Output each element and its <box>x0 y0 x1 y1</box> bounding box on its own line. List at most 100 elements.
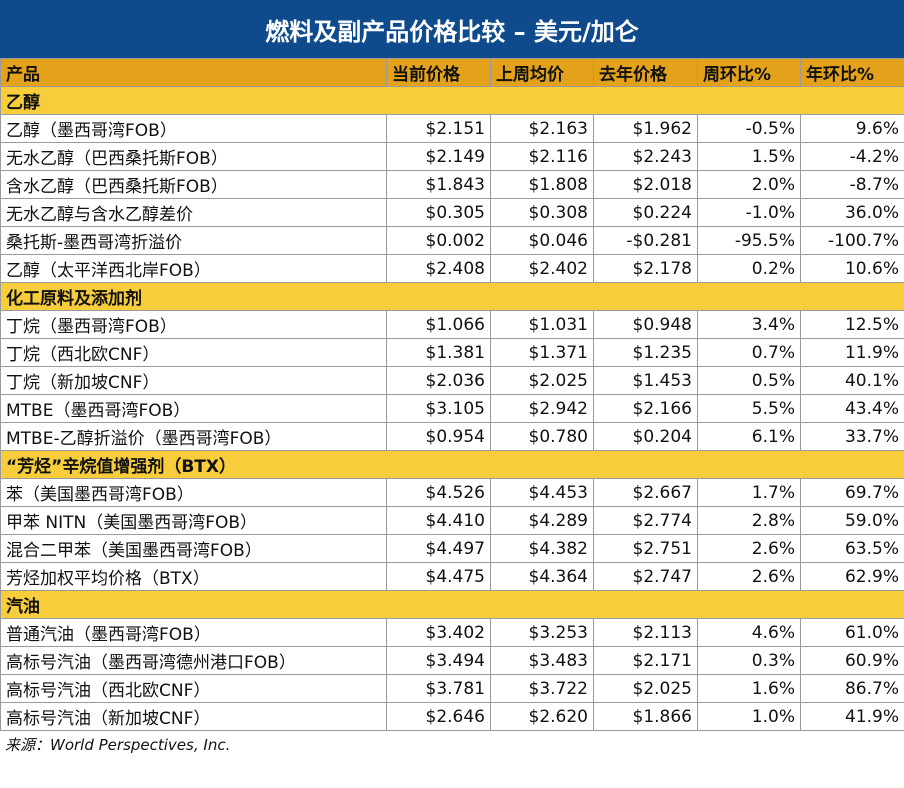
current-price-cell: $1.843 <box>386 170 491 199</box>
year-change-cell: 86.7% <box>800 674 904 703</box>
last-year-price-cell: $1.235 <box>593 338 698 367</box>
product-cell: 高标号汽油（新加坡CNF） <box>0 702 387 731</box>
table-row: 芳烃加权平均价格（BTX） $4.475 $4.364 $2.747 2.6% 62.9% <box>0 562 904 591</box>
year-change-cell: -4.2% <box>800 142 904 171</box>
current-price-cell: $0.002 <box>386 226 491 255</box>
product-cell: 无水乙醇（巴西桑托斯FOB） <box>0 142 387 171</box>
table-row: 丁烷（西北欧CNF） $1.381 $1.371 $1.235 0.7% 11.9% <box>0 338 904 367</box>
current-price-cell: $2.036 <box>386 366 491 395</box>
current-price-cell: $0.305 <box>386 198 491 227</box>
header-row: 产品 当前价格 上周均价 去年价格 周环比% 年环比% <box>0 58 904 87</box>
current-price-cell: $3.494 <box>386 646 491 675</box>
column-header-last-week-avg: 上周均价 <box>490 58 594 87</box>
table-row: 无水乙醇（巴西桑托斯FOB） $2.149 $2.116 $2.243 1.5% -4.2… <box>0 142 904 171</box>
week-change-cell: 1.7% <box>697 478 801 507</box>
year-change-cell: 33.7% <box>800 422 904 451</box>
last-year-price-cell: $1.962 <box>593 114 698 143</box>
week-change-cell: 0.7% <box>697 338 801 367</box>
week-change-cell: 2.6% <box>697 534 801 563</box>
section-title: 乙醇 <box>0 86 904 115</box>
week-change-cell: 1.5% <box>697 142 801 171</box>
week-change-cell: 6.1% <box>697 422 801 451</box>
table-row: 普通汽油（墨西哥湾FOB） $3.402 $3.253 $2.113 4.6% 61.0% <box>0 618 904 647</box>
product-cell: 丁烷（墨西哥湾FOB） <box>0 310 387 339</box>
last-year-price-cell: $2.774 <box>593 506 698 535</box>
product-cell: 桑托斯-墨西哥湾折溢价 <box>0 226 387 255</box>
product-cell: 丁烷（西北欧CNF） <box>0 338 387 367</box>
table-row: 甲苯 NITN（美国墨西哥湾FOB） $4.410 $4.289 $2.774 2.8%… <box>0 506 904 535</box>
last-year-price-cell: $0.224 <box>593 198 698 227</box>
year-change-cell: 36.0% <box>800 198 904 227</box>
week-change-cell: 3.4% <box>697 310 801 339</box>
table-row: MTBE-乙醇折溢价（墨西哥湾FOB） $0.954 $0.780 $0.204 6.1… <box>0 422 904 451</box>
section-header-row: 化工原料及添加剂 <box>0 282 904 311</box>
last-year-price-cell: $2.243 <box>593 142 698 171</box>
product-cell: MTBE（墨西哥湾FOB） <box>0 394 387 423</box>
table-row: 含水乙醇（巴西桑托斯FOB） $1.843 $1.808 $2.018 2.0% -8.7… <box>0 170 904 199</box>
last-year-price-cell: $2.747 <box>593 562 698 591</box>
section-header-row: 乙醇 <box>0 86 904 115</box>
year-change-cell: 63.5% <box>800 534 904 563</box>
last-week-avg-cell: $4.453 <box>490 478 594 507</box>
section-title: 汽油 <box>0 590 904 619</box>
year-change-cell: 12.5% <box>800 310 904 339</box>
current-price-cell: $1.066 <box>386 310 491 339</box>
last-week-avg-cell: $1.031 <box>490 310 594 339</box>
year-change-cell: 41.9% <box>800 702 904 731</box>
week-change-cell: -0.5% <box>697 114 801 143</box>
current-price-cell: $2.408 <box>386 254 491 283</box>
current-price-cell: $2.646 <box>386 702 491 731</box>
week-change-cell: 0.5% <box>697 366 801 395</box>
last-week-avg-cell: $1.808 <box>490 170 594 199</box>
product-cell: 高标号汽油（西北欧CNF） <box>0 674 387 703</box>
product-cell: 高标号汽油（墨西哥湾德州港口FOB） <box>0 646 387 675</box>
product-cell: 芳烃加权平均价格（BTX） <box>0 562 387 591</box>
week-change-cell: 0.3% <box>697 646 801 675</box>
current-price-cell: $3.105 <box>386 394 491 423</box>
last-year-price-cell: $1.453 <box>593 366 698 395</box>
last-year-price-cell: $2.667 <box>593 478 698 507</box>
week-change-cell: 4.6% <box>697 618 801 647</box>
current-price-cell: $4.526 <box>386 478 491 507</box>
product-cell: 丁烷（新加坡CNF） <box>0 366 387 395</box>
section-header-row: 汽油 <box>0 590 904 619</box>
year-change-cell: -100.7% <box>800 226 904 255</box>
current-price-cell: $4.410 <box>386 506 491 535</box>
last-year-price-cell: $2.166 <box>593 394 698 423</box>
last-week-avg-cell: $1.371 <box>490 338 594 367</box>
week-change-cell: 2.6% <box>697 562 801 591</box>
last-year-price-cell: $0.948 <box>593 310 698 339</box>
year-change-cell: 10.6% <box>800 254 904 283</box>
current-price-cell: $0.954 <box>386 422 491 451</box>
current-price-cell: $2.149 <box>386 142 491 171</box>
product-cell: 含水乙醇（巴西桑托斯FOB） <box>0 170 387 199</box>
week-change-cell: -95.5% <box>697 226 801 255</box>
section-header-row: “芳烃”辛烷值增强剂（BTX） <box>0 450 904 479</box>
column-header-last-year-price: 去年价格 <box>593 58 698 87</box>
last-week-avg-cell: $2.163 <box>490 114 594 143</box>
current-price-cell: $2.151 <box>386 114 491 143</box>
week-change-cell: 2.8% <box>697 506 801 535</box>
price-table: 产品 当前价格 上周均价 去年价格 周环比% 年环比% 乙醇 乙醇（墨西哥湾FOB… <box>0 58 904 731</box>
table-row: 丁烷（新加坡CNF） $2.036 $2.025 $1.453 0.5% 40.1% <box>0 366 904 395</box>
column-header-week-change: 周环比% <box>697 58 801 87</box>
last-week-avg-cell: $3.253 <box>490 618 594 647</box>
year-change-cell: 40.1% <box>800 366 904 395</box>
table-row: 高标号汽油（西北欧CNF） $3.781 $3.722 $2.025 1.6% 86.7% <box>0 674 904 703</box>
last-week-avg-cell: $4.289 <box>490 506 594 535</box>
last-year-price-cell: $2.178 <box>593 254 698 283</box>
current-price-cell: $1.381 <box>386 338 491 367</box>
product-cell: 普通汽油（墨西哥湾FOB） <box>0 618 387 647</box>
year-change-cell: 61.0% <box>800 618 904 647</box>
last-week-avg-cell: $3.722 <box>490 674 594 703</box>
last-year-price-cell: $2.751 <box>593 534 698 563</box>
table-body: 乙醇 乙醇（墨西哥湾FOB） $2.151 $2.163 $1.962 -0.5% 9.6%… <box>0 86 904 731</box>
table-row: 无水乙醇与含水乙醇差价 $0.305 $0.308 $0.224 -1.0% 36.0% <box>0 198 904 227</box>
current-price-cell: $4.497 <box>386 534 491 563</box>
week-change-cell: 5.5% <box>697 394 801 423</box>
last-year-price-cell: $2.113 <box>593 618 698 647</box>
current-price-cell: $3.781 <box>386 674 491 703</box>
last-week-avg-cell: $0.780 <box>490 422 594 451</box>
last-week-avg-cell: $0.046 <box>490 226 594 255</box>
year-change-cell: 69.7% <box>800 478 904 507</box>
